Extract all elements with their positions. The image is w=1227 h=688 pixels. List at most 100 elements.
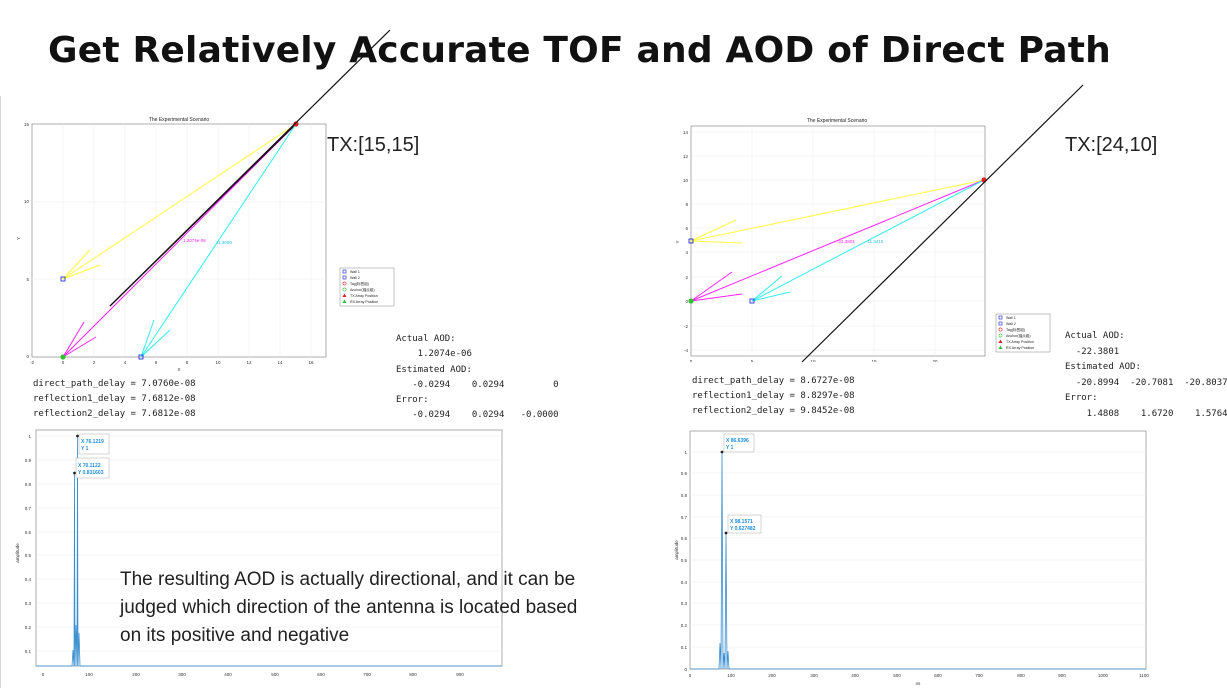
svg-text:200: 200 xyxy=(768,673,776,678)
svg-text:0.6: 0.6 xyxy=(681,536,688,541)
right-path-label-2: -11.3415 xyxy=(866,239,884,244)
svg-text:16: 16 xyxy=(308,360,314,365)
svg-text:15: 15 xyxy=(24,122,30,127)
svg-text:10: 10 xyxy=(215,360,221,365)
left-scenario-axes xyxy=(31,123,327,358)
svg-text:400: 400 xyxy=(224,672,232,677)
left-error-values: -0.0294 0.0294 -0.0000 xyxy=(396,410,559,421)
left-reflection1-path xyxy=(62,123,297,280)
svg-text:Tag(标签组): Tag(标签组) xyxy=(1006,327,1025,332)
left-estimated-aod-label: Estimated AOD: xyxy=(396,364,472,375)
left-delays-block: direct_path_delay = 7.0760e-08 reflection… xyxy=(33,377,196,422)
left-tx-marker xyxy=(293,121,299,127)
right-direct-line-overlay xyxy=(801,84,1084,363)
svg-text:Y 0.627482: Y 0.627482 xyxy=(730,526,756,532)
svg-text:14: 14 xyxy=(683,130,689,135)
svg-text:TX Array Position: TX Array Position xyxy=(350,294,378,298)
svg-text:0.4: 0.4 xyxy=(25,577,32,582)
svg-text:X 76.1219: X 76.1219 xyxy=(81,439,104,445)
svg-text:600: 600 xyxy=(317,672,325,677)
right-actual-aod-label: Actual AOD: xyxy=(1065,331,1125,341)
left-datatip-2: X 70.1122 Y 0.831603 xyxy=(75,457,110,479)
right-datatip-1: X 86.6396 Y 1 xyxy=(723,433,755,453)
svg-text:2: 2 xyxy=(93,360,96,365)
right-delays-block: direct_path_delay = 8.6727e-08 reflection… xyxy=(692,374,855,419)
svg-text:RX Array Position: RX Array Position xyxy=(350,300,378,304)
svg-text:1: 1 xyxy=(684,450,687,455)
left-scenario-plot: The Experimental Scenario 1.2074e-06 11.… xyxy=(16,117,395,372)
right-response-plot: X 86.6396 Y 1 X 98.1571 Y 0.627482 0 0.1… xyxy=(674,430,1150,686)
svg-text:12: 12 xyxy=(246,360,252,365)
svg-text:900: 900 xyxy=(1058,673,1066,678)
right-response-xticks: 0 100 200 300 400 500 600 700 800 900 10… xyxy=(689,673,1150,678)
svg-text:Anchor(锚点组): Anchor(锚点组) xyxy=(350,287,375,292)
left-legend: Wall 1 Wall 2 Tag(标签组) Anchor(锚点组) TX Ar… xyxy=(339,267,395,307)
slide-left-edge xyxy=(0,96,1,688)
svg-text:200: 200 xyxy=(132,672,140,677)
right-scenario-paths xyxy=(690,179,985,302)
svg-text:700: 700 xyxy=(363,672,371,677)
svg-text:Y 1: Y 1 xyxy=(726,445,734,451)
right-response-ylabel: amplitude xyxy=(674,540,679,560)
left-response-ylabel: amplitude xyxy=(15,543,20,563)
left-aod-block: Actual AOD: 1.2074e-06 Estimated AOD: -0.… xyxy=(396,332,559,424)
left-response-plot: X 76.1219 Y 1 X 70.1122 Y 0.831603 0.1 0… xyxy=(15,429,503,677)
svg-text:-2: -2 xyxy=(684,324,688,329)
right-scenario-title: The Experimental Scenario xyxy=(807,118,868,124)
slide-title: Get Relatively Accurate TOF and AOD of D… xyxy=(48,30,1111,71)
svg-text:Wall 1: Wall 1 xyxy=(1006,316,1016,320)
svg-text:0.4: 0.4 xyxy=(681,580,688,585)
right-scenario-xticks: 0 5 10 15 20 xyxy=(690,359,938,362)
right-response-line xyxy=(690,451,1146,670)
svg-text:5: 5 xyxy=(26,277,29,282)
left-rx-marker xyxy=(60,354,66,360)
right-rx-marker xyxy=(688,298,694,304)
left-reflection2-path xyxy=(140,123,297,358)
svg-text:0.2: 0.2 xyxy=(681,623,688,628)
svg-text:0.3: 0.3 xyxy=(681,601,688,606)
svg-text:14: 14 xyxy=(277,360,283,365)
slide-note: The resulting AOD is actually directiona… xyxy=(120,569,578,646)
svg-text:0: 0 xyxy=(62,360,65,365)
svg-text:0.7: 0.7 xyxy=(25,506,32,511)
left-datatip-1: X 76.1219 Y 1 xyxy=(78,433,110,455)
svg-text:X 70.1122: X 70.1122 xyxy=(78,463,101,469)
left-scenario-paths xyxy=(62,123,297,358)
svg-text:0.3: 0.3 xyxy=(25,601,32,606)
left-scenario-ylabel: Y xyxy=(16,237,21,240)
left-direct-line-overlay xyxy=(109,29,391,307)
svg-text:600: 600 xyxy=(934,673,942,678)
right-aod-block: Actual AOD: -22.3801 Estimated AOD: -20.8… xyxy=(1065,329,1227,423)
svg-text:0.9: 0.9 xyxy=(681,471,688,476)
svg-text:0.7: 0.7 xyxy=(681,515,688,520)
svg-text:1100: 1100 xyxy=(1139,673,1149,678)
right-datatip-2: X 98.1571 Y 0.627482 xyxy=(727,514,762,534)
svg-text:20: 20 xyxy=(932,359,938,362)
right-tx-label: TX:[24,10] xyxy=(1065,134,1158,156)
svg-text:Wall 1: Wall 1 xyxy=(350,270,360,274)
svg-text:0.5: 0.5 xyxy=(681,558,688,563)
svg-text:Wall 2: Wall 2 xyxy=(1006,322,1016,326)
svg-text:0.1: 0.1 xyxy=(681,645,688,650)
svg-text:Wall 2: Wall 2 xyxy=(350,276,360,280)
svg-text:Y 0.831603: Y 0.831603 xyxy=(78,470,104,476)
left-scenario-grid xyxy=(32,124,326,357)
svg-text:0: 0 xyxy=(689,673,692,678)
svg-text:5: 5 xyxy=(751,359,754,362)
svg-text:0.2: 0.2 xyxy=(25,625,32,630)
svg-text:4: 4 xyxy=(124,360,127,365)
svg-text:300: 300 xyxy=(178,672,186,677)
svg-text:Anchor(锚点组): Anchor(锚点组) xyxy=(1006,333,1031,338)
svg-text:0: 0 xyxy=(684,667,687,672)
svg-text:0: 0 xyxy=(690,359,693,362)
left-scenario-yticks: 0 5 10 15 xyxy=(24,122,30,359)
left-scenario-xlabel: X xyxy=(177,367,180,372)
svg-text:8: 8 xyxy=(186,360,189,365)
svg-text:100: 100 xyxy=(727,673,735,678)
svg-text:0.6: 0.6 xyxy=(25,530,32,535)
svg-text:X 86.6396: X 86.6396 xyxy=(726,438,749,444)
svg-text:800: 800 xyxy=(409,672,417,677)
left-wall2-marker xyxy=(138,354,144,360)
left-scenario-title: The Experimental Scenario xyxy=(149,117,210,123)
svg-text:TX Array Position: TX Array Position xyxy=(1006,340,1034,344)
